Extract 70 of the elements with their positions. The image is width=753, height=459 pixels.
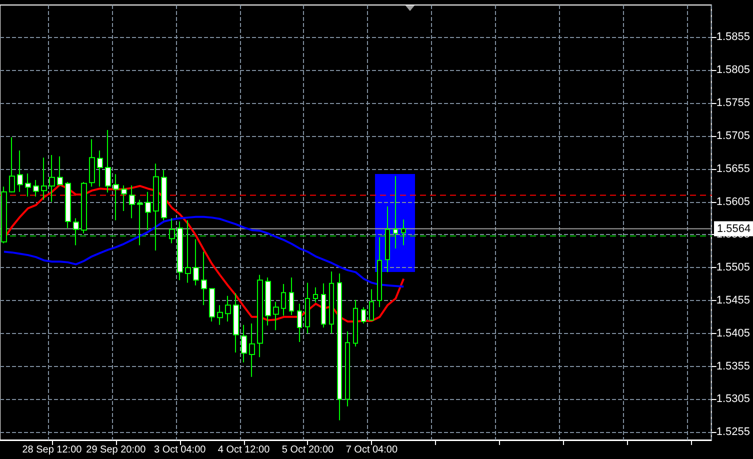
candlestick xyxy=(129,184,135,219)
x-tick-label: 7 Oct 04:00 xyxy=(346,444,398,456)
x-tick-label: 29 Sep 20:00 xyxy=(86,444,146,456)
candlestick xyxy=(73,218,79,246)
candlestick xyxy=(217,304,223,326)
y-tick-label: 1.5755 xyxy=(716,97,750,110)
candlestick xyxy=(281,284,286,316)
candlestick xyxy=(185,220,191,284)
candlestick xyxy=(249,323,255,378)
candlestick xyxy=(161,170,167,221)
x-tick-label: 28 Sep 12:00 xyxy=(22,444,82,456)
x-tick-label: 4 Oct 12:00 xyxy=(218,444,270,456)
candlestick xyxy=(193,238,199,286)
candlestick xyxy=(49,154,55,202)
candlestick xyxy=(121,184,127,212)
candlestick xyxy=(9,136,15,194)
candlestick xyxy=(353,299,358,348)
candlestick xyxy=(393,176,398,249)
x-tick-label: 5 Oct 20:00 xyxy=(282,444,334,456)
y-tick-label: 1.5605 xyxy=(716,196,750,208)
candlestick xyxy=(97,150,103,188)
candlestick xyxy=(65,182,71,229)
candlestick xyxy=(321,282,326,328)
candlestick xyxy=(361,306,366,324)
candlestick xyxy=(105,130,111,194)
candlestick xyxy=(337,273,342,421)
y-tick-label: 1.5805 xyxy=(716,64,750,76)
candlestick xyxy=(265,276,271,326)
candlestick xyxy=(225,295,231,322)
candlestick xyxy=(177,221,183,281)
candlestick xyxy=(113,174,119,221)
candlestick xyxy=(385,206,390,273)
candlestick xyxy=(313,286,318,303)
candlestick xyxy=(169,218,175,244)
candlestick xyxy=(369,288,374,321)
candlestick xyxy=(345,330,350,407)
line-series xyxy=(2,216,405,288)
y-tick-label: 1.5305 xyxy=(716,393,750,406)
candlestick xyxy=(25,172,31,198)
candlestick xyxy=(33,180,39,198)
y-tick-label: 1.5505 xyxy=(716,262,750,274)
candlestick xyxy=(153,163,159,251)
candlestick xyxy=(137,199,143,246)
candlestick xyxy=(241,324,247,363)
candlestick xyxy=(273,301,279,331)
y-tick-label: 1.5705 xyxy=(716,130,750,142)
candlestick xyxy=(377,236,382,308)
candlestick xyxy=(57,156,63,186)
y-tick-label: 1.5455 xyxy=(716,294,750,306)
candlestick xyxy=(329,271,334,334)
candlestick xyxy=(209,288,215,322)
y-tick-label: 1.5855 xyxy=(716,31,750,44)
x-tick-label: 3 Oct 04:00 xyxy=(154,444,206,456)
candlestick xyxy=(257,274,263,358)
ref-line-label: 1.5564 xyxy=(717,222,751,235)
candlestick xyxy=(289,276,294,316)
candlestick xyxy=(145,191,151,231)
y-tick-label: 1.5405 xyxy=(716,327,750,340)
candlestick xyxy=(41,157,47,200)
candlestick xyxy=(201,251,207,306)
candlestick xyxy=(89,138,95,188)
candlestick xyxy=(17,150,23,192)
y-tick-label: 1.5355 xyxy=(716,360,750,372)
y-tick-label: 1.5255 xyxy=(716,426,750,438)
candlestick xyxy=(81,182,87,234)
candlestick xyxy=(305,282,310,334)
candlestick xyxy=(401,219,406,246)
candlestick xyxy=(297,303,302,342)
y-tick-label: 1.5655 xyxy=(716,162,750,175)
candlestick xyxy=(233,292,239,353)
